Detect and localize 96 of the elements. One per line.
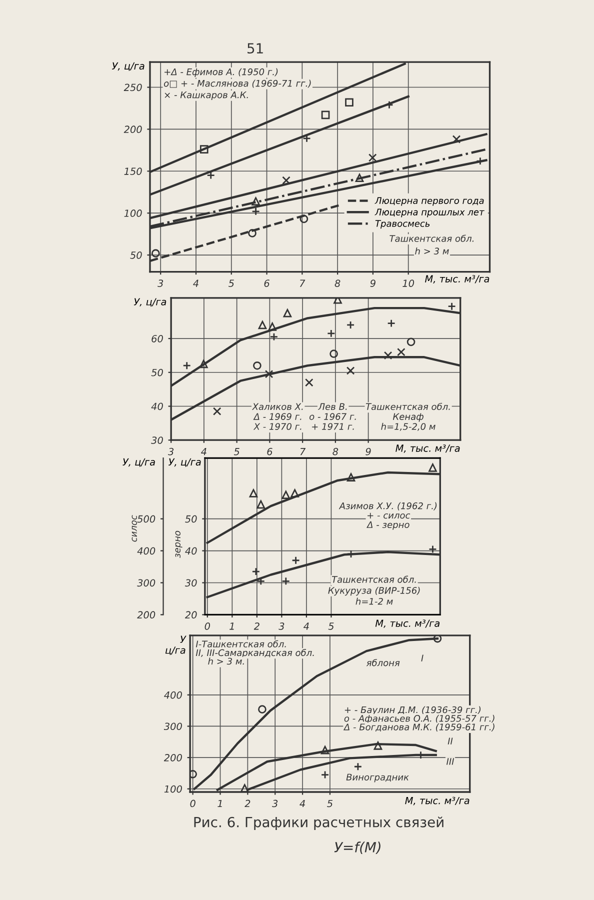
x-tick-label: 1 xyxy=(230,622,234,630)
annotation: + 1971 г. xyxy=(312,423,354,430)
annotation: Лев В. xyxy=(318,403,347,410)
x-tick-label: 3 xyxy=(278,622,284,630)
x-tick-label: 5 xyxy=(228,280,234,287)
annotation: Ташкентская обл. xyxy=(390,234,474,242)
annotation: + - силос xyxy=(368,512,410,519)
y2-tick-label: 500 xyxy=(137,515,156,523)
annotation: Ташкентская обл. xyxy=(366,402,450,410)
y-axis-title: У, ц/га xyxy=(134,298,166,307)
x-tick-label: 5 xyxy=(328,622,334,630)
text: зерно xyxy=(175,530,182,558)
x-tick-label: 4 xyxy=(304,622,309,630)
y-tick-label: 400 xyxy=(164,691,182,699)
annotation: Кенаф xyxy=(392,413,424,422)
x-tick-label: 0 xyxy=(190,800,196,808)
x-tick-label: 7 xyxy=(300,448,306,456)
x-tick-label: 8 xyxy=(334,280,340,287)
x-tick-label: 6 xyxy=(264,280,270,287)
annotation: Халиков Х. xyxy=(252,403,303,410)
x-tick-label: 9 xyxy=(366,448,371,456)
y-tick-label: 50 xyxy=(130,252,142,259)
annotation: X - 1970 г. xyxy=(253,423,302,430)
x-tick-label: 10 xyxy=(402,280,414,287)
annotation: h > 3 м. xyxy=(208,658,244,665)
annotation: h=1,5-2,0 м xyxy=(381,422,436,431)
annotation: II, III-Самаркандская обл. xyxy=(196,648,314,658)
x-tick-label: 3 xyxy=(272,800,278,808)
y-tick-label: 50 xyxy=(185,515,197,523)
x-tick-label: 4 xyxy=(193,280,198,287)
x-tick-label: 1 xyxy=(218,800,222,808)
annotation: +Δ - Ефимов А. (1950 г.) xyxy=(164,68,278,77)
text: У=f(M) xyxy=(334,842,380,854)
text: 51 xyxy=(248,43,263,54)
x-tick-label: 3 xyxy=(158,280,164,287)
y-tick-label: 200 xyxy=(124,126,142,134)
x-tick-label: 4 xyxy=(300,800,305,808)
annotation: × - Кашкаров А.К. xyxy=(164,92,248,100)
x-tick-label: 0 xyxy=(204,622,210,630)
legend-label: Травосмесь xyxy=(375,220,430,229)
y-tick-label: 300 xyxy=(164,722,182,730)
x-tick-label: 4 xyxy=(201,448,206,456)
x-tick-label: 7 xyxy=(300,280,306,287)
x-axis-title: М, тыс. м³/га xyxy=(425,275,490,284)
annotation: I-Ташкентская обл. xyxy=(196,640,286,648)
x-tick-label: 9 xyxy=(370,280,376,287)
text: силос xyxy=(132,515,137,542)
annotation: яблоня xyxy=(366,659,400,666)
annotation: h=1-2 м xyxy=(356,598,393,605)
y-axis-title: У, ц/га xyxy=(112,62,144,71)
annotation: Азимов Х.У. (1962 г.) xyxy=(338,502,437,510)
annotation: II xyxy=(448,738,453,744)
y-tick-label: 30 xyxy=(184,579,197,587)
x-axis-title: М, тыс. м³/га xyxy=(375,620,440,628)
x-tick-label: 8 xyxy=(332,448,338,456)
x-tick-label: 2 xyxy=(254,622,260,630)
y-tick-label: 50 xyxy=(151,368,163,376)
y-axis-title: У ц/га xyxy=(165,636,186,656)
x-tick-label: 3 xyxy=(168,448,174,456)
y-tick-label: 150 xyxy=(124,168,142,175)
annotation: Виноградник xyxy=(346,774,409,782)
text: Рис. 6. Графики расчетных связей xyxy=(194,816,444,830)
y2-tick-label: 200 xyxy=(137,611,156,619)
x-tick-label: 2 xyxy=(244,800,250,808)
annotation: Δ - Богданова М.К. (1959-61 гг.) xyxy=(343,723,494,732)
annotation: о - Афанасьев О.А. (1955-57 гг.) xyxy=(344,714,494,724)
y-tick-label: 250 xyxy=(124,84,142,92)
x-axis-title: М, тыс. м³/га xyxy=(396,444,460,453)
x-tick-label: 5 xyxy=(327,800,333,808)
y-tick-label: 100 xyxy=(124,210,142,217)
legend-label: Люцерна первого года xyxy=(374,197,484,206)
y-tick-label: 40 xyxy=(151,402,163,410)
y-tick-label: 30 xyxy=(151,436,163,444)
annotation: III xyxy=(446,758,454,765)
y-tick-label: 40 xyxy=(185,547,197,555)
annotation: Кукуруза (ВИР-156) xyxy=(328,586,420,596)
y2-tick-label: 400 xyxy=(137,547,156,555)
x-axis-title: М, тыс. м³/га xyxy=(405,796,470,806)
x-tick-label: 6 xyxy=(267,448,272,456)
y-axis-title: У, ц/га xyxy=(168,458,201,467)
annotation: + - Баулин Д.М. (1936-39 гг.) xyxy=(344,706,481,715)
y-tick-label: 60 xyxy=(152,335,163,342)
annotation: I xyxy=(421,654,424,662)
annotation: Δ - зерно xyxy=(366,521,410,530)
y-tick-label: 100 xyxy=(164,785,182,793)
legend-label: Люцерна прошлых лет xyxy=(374,208,484,218)
y-tick-label: 20 xyxy=(184,611,197,619)
y2-tick-label: 300 xyxy=(137,579,156,587)
annotation: о - 1967 г. xyxy=(309,413,356,420)
x-tick-label: 5 xyxy=(234,448,240,456)
annotation: о□ + - Маслянова (1969-71 гг.) xyxy=(164,80,311,88)
annotation: Ташкентская обл. xyxy=(332,576,416,583)
annotation: Δ - 1969 г. xyxy=(253,413,302,420)
annotation: h > 3 м xyxy=(415,248,449,254)
y2-axis-title: У, ц/га xyxy=(122,458,155,467)
y-tick-label: 200 xyxy=(164,754,182,762)
